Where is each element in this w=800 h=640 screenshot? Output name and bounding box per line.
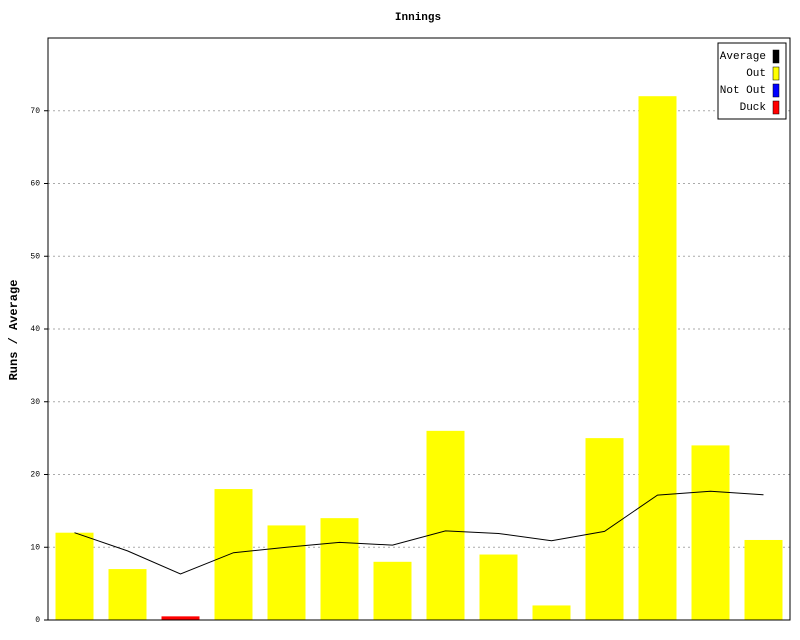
legend-swatch <box>772 83 780 98</box>
y-axis-label: Runs / Average <box>7 280 21 381</box>
y-tick-label: 50 <box>30 252 40 261</box>
bar <box>373 561 412 620</box>
y-tick-label: 40 <box>30 325 40 334</box>
legend-label: Out <box>746 68 766 80</box>
bar <box>532 605 571 620</box>
y-tick-label: 70 <box>30 107 40 116</box>
y-tick-label: 0 <box>35 616 40 625</box>
bar <box>214 489 253 620</box>
legend-swatch <box>772 66 780 81</box>
bar <box>691 445 730 620</box>
bar <box>267 525 306 620</box>
average-line <box>74 490 764 575</box>
legend-swatch <box>772 100 780 115</box>
bar <box>55 532 94 620</box>
y-tick-label: 30 <box>30 398 40 407</box>
bar <box>744 539 783 620</box>
plot-frame <box>47 37 791 621</box>
legend-label: Not Out <box>720 85 766 97</box>
legend-label: Average <box>720 51 766 63</box>
y-tick-label: 10 <box>30 543 40 552</box>
bar <box>426 430 465 620</box>
bar <box>585 438 624 620</box>
bar <box>320 518 359 620</box>
y-tick-label: 20 <box>30 471 40 480</box>
chart-title: Innings <box>395 12 441 24</box>
y-tick-label: 60 <box>30 180 40 189</box>
bar <box>638 96 677 620</box>
bar <box>479 554 518 620</box>
legend-label: Duck <box>740 102 767 114</box>
bar <box>161 616 200 620</box>
legend-swatch <box>772 49 780 64</box>
bar <box>108 569 147 620</box>
